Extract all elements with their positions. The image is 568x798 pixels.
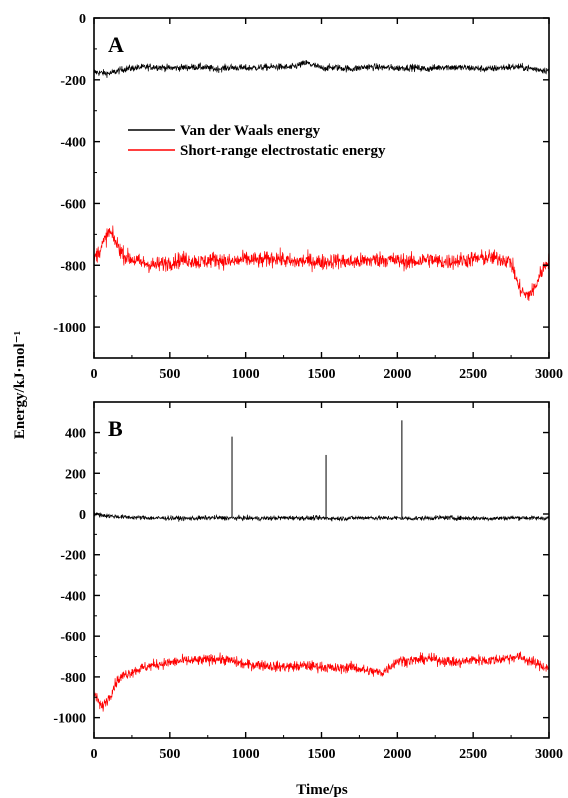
x-tick-label-a: 0 (91, 367, 98, 382)
x-tick-label-b: 3000 (535, 747, 563, 762)
legend-label-electrostatic: Short-range electrostatic energy (180, 143, 386, 159)
x-tick-label-a: 2500 (459, 367, 487, 382)
x-tick-label-a: 3000 (535, 367, 563, 382)
x-axis-title: Time/ps (296, 782, 348, 798)
y-tick-label-a: -1000 (53, 321, 86, 336)
y-tick-label-b: -1000 (53, 712, 86, 727)
y-tick-label-b: -600 (60, 630, 86, 645)
x-tick-label-a: 2000 (383, 367, 411, 382)
y-tick-label-b: 400 (65, 427, 86, 442)
plot-frame-b (93, 401, 550, 739)
series-line-a-electrostatic (93, 225, 550, 302)
x-tick-label-b: 1500 (308, 747, 336, 762)
x-tick-label-b: 2000 (383, 747, 411, 762)
panel-a: 0 -200 -400 -600 -800 -1000 0 500 1000 1500 2000 25… (53, 12, 563, 382)
y-tick-label-b: -800 (60, 671, 86, 686)
y-tick-label-b: -200 (60, 549, 86, 564)
panel-label-a: A (108, 32, 124, 57)
y-tick-label-a: -400 (60, 136, 86, 151)
y-tick-label-a: -200 (60, 74, 86, 89)
legend-label-vdw: Van der Waals energy (180, 123, 321, 139)
legend: Van der Waals energy Short-range electro… (128, 123, 386, 159)
x-tick-label-a: 1500 (308, 367, 336, 382)
y-tick-label-b: 0 (79, 508, 86, 523)
y-tick-label-b: 200 (65, 467, 86, 482)
y-tick-label-a: -800 (60, 259, 86, 274)
panel-label-b: B (108, 416, 123, 441)
series-line-b-electrostatic (93, 651, 550, 712)
y-tick-label-b: -400 (60, 589, 86, 604)
x-tick-label-a: 1000 (232, 367, 260, 382)
series-line-a-vdw (93, 60, 550, 78)
y-tick-label-a: -600 (60, 197, 86, 212)
x-tick-label-b: 2500 (459, 747, 487, 762)
x-tick-label-b: 500 (159, 747, 180, 762)
x-tick-label-b: 0 (91, 747, 98, 762)
series-line-b-vdw (93, 511, 550, 522)
x-tick-label-b: 1000 (232, 747, 260, 762)
y-axis-title: Energy/kJ·mol⁻¹ (12, 331, 28, 439)
y-tick-label-a: 0 (79, 12, 86, 27)
x-tick-label-a: 500 (159, 367, 180, 382)
